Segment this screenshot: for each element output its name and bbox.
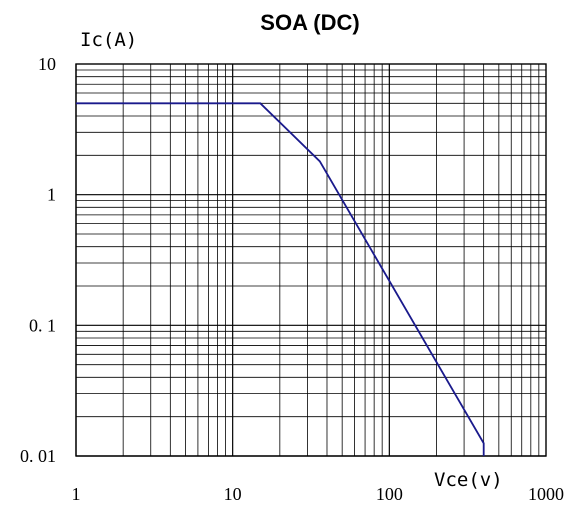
y-tick-label: 1 [47, 185, 56, 205]
chart-title: SOA (DC) [260, 10, 359, 35]
x-tick-label: 10 [224, 484, 242, 504]
y-axis-label: Ic(A) [80, 29, 137, 51]
x-axis-label: Vce(v) [434, 469, 503, 491]
soa-boundary-line [76, 102, 485, 456]
x-tick-label: 1000 [528, 484, 564, 504]
x-tick-label: 100 [376, 484, 403, 504]
plot-frame [75, 63, 547, 457]
y-tick-label: 10 [38, 54, 56, 74]
series-layer [76, 102, 485, 456]
y-tick-label: 0. 01 [20, 446, 56, 466]
grid-lines [75, 63, 547, 457]
tick-labels: 1 10 100 1000 10 1 0. 1 0. 01 [20, 54, 564, 504]
x-tick-label: 1 [72, 484, 81, 504]
y-tick-label: 0. 1 [29, 315, 56, 335]
